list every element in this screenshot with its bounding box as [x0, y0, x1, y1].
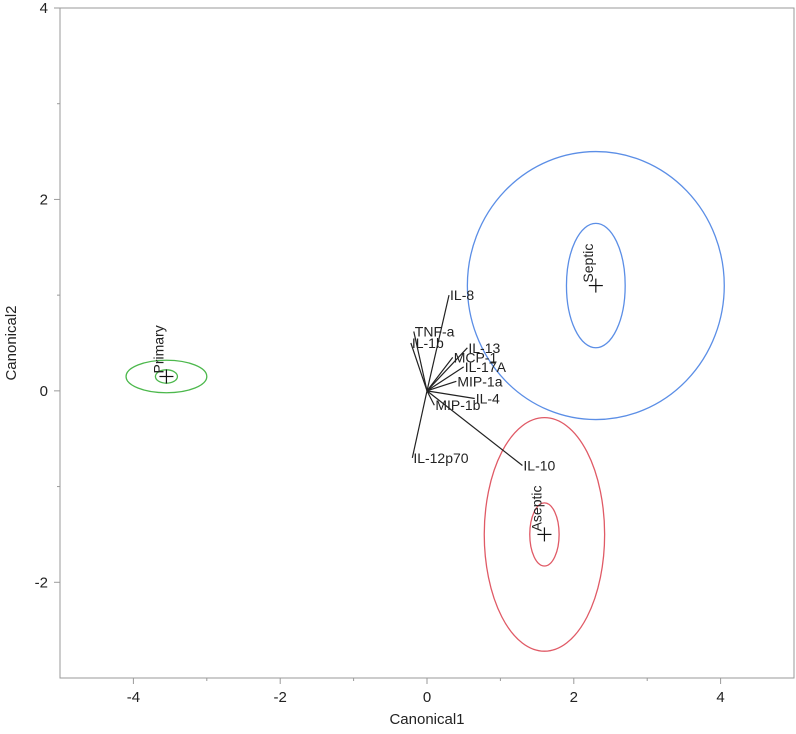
x-tick-label: 4 [716, 689, 724, 706]
vector-il-17a [426, 366, 465, 392]
y-tick-label: 4 [40, 0, 48, 17]
septic-group-label: Septic [580, 244, 596, 283]
x-axis-title: Canonical1 [389, 711, 464, 728]
vector-mip-1b [426, 390, 435, 406]
vector-label-mip-1a: MIP-1a [457, 373, 502, 389]
vector-label-il-8: IL-8 [450, 287, 474, 303]
aseptic-outer-ellipse [483, 417, 606, 652]
groups-layer: Primary Septic Aseptic [125, 150, 725, 652]
vector-il-12p70 [411, 390, 428, 458]
plot-frame [59, 7, 795, 679]
vector-il-10 [426, 390, 523, 466]
vector-label-il-4: IL-4 [476, 391, 500, 407]
y-tick-label: -2 [35, 574, 48, 591]
y-tick-label: 2 [40, 191, 48, 208]
vector-mcp-1 [426, 356, 454, 392]
septic-inner-ellipse [565, 222, 626, 349]
vector-label-il-1b: IL-1b [412, 335, 444, 351]
ticks-layer: -4 -2 0 2 4 -2 0 2 4 [35, 0, 725, 706]
vector-label-mcp-1: MCP-1 [454, 349, 498, 365]
septic-outer-ellipse [466, 150, 725, 421]
vector-label-il-13: IL-13 [468, 340, 500, 356]
x-tick-label: 0 [423, 689, 431, 706]
vector-label-il-17a: IL-17A [465, 359, 507, 375]
primary-outer-ellipse [125, 359, 208, 394]
y-axis-title: Canonical2 [3, 305, 20, 380]
vector-mip-1a [426, 380, 457, 392]
primary-group-label: Primary [150, 325, 166, 373]
vector-il-13 [426, 347, 468, 392]
vector-label-tnf-a: TNF-a [415, 324, 455, 340]
x-tick-label: 2 [570, 689, 578, 706]
vector-label-il-10: IL-10 [523, 458, 555, 474]
vector-label-il-12p70: IL-12p70 [413, 450, 468, 466]
aseptic-group-label: Aseptic [528, 486, 544, 532]
aseptic-inner-ellipse [529, 502, 560, 567]
vector-label-mip-1b: MIP-1b [435, 397, 480, 413]
vector-il-4 [426, 390, 475, 400]
y-tick-label: 0 [40, 383, 48, 400]
vector-tnf-a [413, 331, 428, 391]
vector-il-1b [410, 342, 428, 392]
vector-il-8 [426, 295, 450, 391]
x-tick-label: -2 [274, 689, 287, 706]
x-tick-label: -4 [127, 689, 140, 706]
